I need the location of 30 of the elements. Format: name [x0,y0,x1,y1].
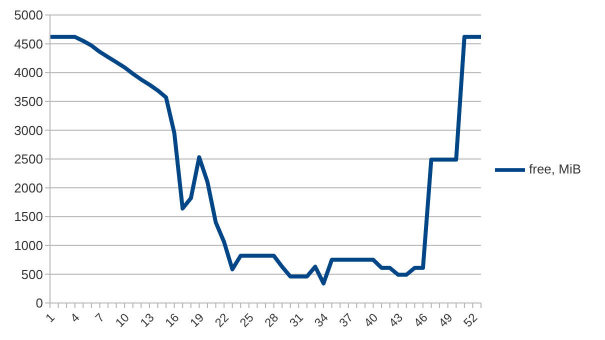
x-tick-label: 13 [137,310,158,330]
y-tick-label: 2500 [14,152,43,167]
x-tick-label: 1 [42,310,58,326]
y-tick-label: 1000 [14,238,43,254]
x-tick-label: 37 [336,310,356,330]
x-tick-label: 28 [262,310,282,330]
x-tick-label: 52 [460,310,480,330]
y-tick-label: 5000 [14,8,43,23]
x-tick-label: 31 [286,310,306,330]
x-tick-label: 25 [236,310,257,330]
legend-label: free, MiB [529,161,582,176]
x-tick-label: 4 [68,310,82,326]
x-tick-label: 34 [312,310,332,330]
y-tick-label: 500 [21,266,43,282]
y-tick-label: 3500 [14,94,43,110]
x-tick-label: 43 [386,310,406,330]
x-tick-label: 7 [92,310,108,326]
x-tick-label: 19 [187,310,207,330]
x-tick-label: 46 [411,310,431,330]
y-tick-label: 4000 [14,65,43,80]
x-tick-label: 49 [436,310,456,330]
y-tick-label: 2000 [14,180,43,196]
y-tick-label: 1500 [14,209,43,224]
y-tick-label: 4500 [14,36,43,52]
x-tick-label: 16 [162,310,182,330]
x-tick-label: 40 [361,310,381,330]
x-tick-label: 10 [112,310,132,330]
x-tick-label: 22 [212,310,232,330]
y-tick-label: 3000 [14,122,43,138]
y-tick-label: 0 [36,296,43,311]
